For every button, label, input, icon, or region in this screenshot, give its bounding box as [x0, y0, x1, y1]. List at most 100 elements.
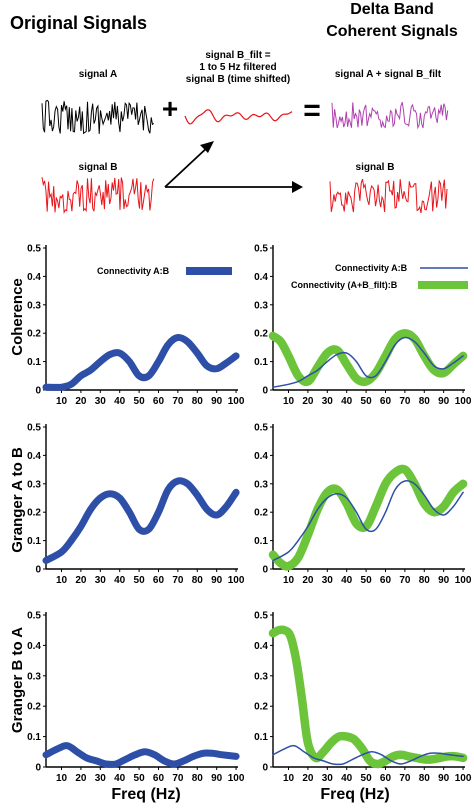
- y-tick-label: 0.1: [254, 357, 268, 368]
- x-tick-label: 70: [172, 396, 184, 407]
- equals-symbol: =: [303, 94, 321, 127]
- arrow-to-right-signal-b: [165, 181, 303, 193]
- x-tick-label: 10: [56, 773, 68, 784]
- signal-a-label: signal A: [79, 69, 118, 80]
- panel-granger-ba-right: 0 0.1 0.2 0.3 0.4 0.5 10 20 30 40 50 60 70 80 90 100: [254, 611, 472, 785]
- right-signal-b-trace: [329, 178, 448, 214]
- x-tick-label: 50: [361, 575, 373, 586]
- plus-symbol: +: [162, 93, 178, 124]
- x-tick-label: 100: [228, 396, 245, 407]
- x-tick-label: 70: [399, 773, 411, 784]
- x-tick-label: 60: [380, 773, 392, 784]
- x-tick-label: 70: [399, 575, 411, 586]
- series-line-connectivity-sum: [268, 328, 468, 387]
- x-tick-label: 40: [341, 396, 353, 407]
- filtered-label-line3: signal B (time shifted): [186, 74, 290, 85]
- x-tick-label: 50: [361, 396, 373, 407]
- y-tick-label: 0.5: [254, 611, 268, 622]
- panels-group: 00.10.20.30.40.510 20 30 40 50 60 70 80 90 10000.…: [27, 244, 472, 785]
- x-tick-label: 20: [75, 773, 87, 784]
- y-tick-label: 0.3: [254, 479, 268, 490]
- x-tick-label: 80: [192, 396, 204, 407]
- signal-sum-trace: [331, 101, 449, 130]
- y-tick-label: 0.5: [254, 423, 268, 434]
- y-tick-label: 0: [262, 763, 268, 774]
- series-line-connectivity-ab: [272, 479, 464, 562]
- y-tick-label: 0.2: [27, 508, 41, 519]
- series-line-connectivity-sum: [268, 625, 468, 769]
- x-tick-label: 50: [134, 773, 146, 784]
- y-tick-label: 0.5: [254, 244, 268, 255]
- y-tick-label: 0.4: [254, 641, 268, 652]
- legend-right-thin-label: Connectivity A:B: [335, 263, 408, 273]
- y-tick-label: 0.3: [27, 671, 41, 682]
- x-tick-label: 100: [228, 575, 245, 586]
- x-tick-label: 80: [192, 575, 204, 586]
- y-tick-label: 0.1: [27, 536, 41, 547]
- x-tick-label: 80: [419, 575, 431, 586]
- row-label-granger-b-to-a: Granger B to A: [9, 627, 26, 733]
- y-tick-label: 0.4: [27, 272, 41, 283]
- y-tick-label: 0: [262, 565, 268, 576]
- signal-b-label: signal B: [79, 162, 118, 173]
- x-tick-label: 10: [283, 773, 295, 784]
- x-tick-label: 30: [95, 575, 107, 586]
- series-line-connectivity-ab: [42, 333, 240, 391]
- x-tick-label: 100: [455, 396, 472, 407]
- x-tick-label: 40: [114, 773, 126, 784]
- y-tick-label: 0.5: [27, 244, 41, 255]
- y-tick-label: 0.1: [27, 357, 41, 368]
- filtered-label-line2: 1 to 5 Hz filtered: [199, 62, 276, 73]
- x-tick-label: 40: [114, 396, 126, 407]
- y-tick-label: 0: [35, 386, 41, 397]
- x-tick-label: 30: [95, 773, 107, 784]
- x-tick-label: 100: [455, 575, 472, 586]
- panel-coherence-right: 0 0.1 0.2 0.3 0.4 0.5 10 20 30 40 50 60 70 80 90 100: [254, 244, 472, 408]
- right-signal-b-label: signal B: [356, 162, 395, 173]
- row-label-granger-a-to-b: Granger A to B: [9, 447, 26, 553]
- legend-left-label: Connectivity A:B: [97, 266, 170, 276]
- x-tick-label: 10: [56, 575, 68, 586]
- y-tick-label: 0.4: [254, 451, 268, 462]
- x-tick-label: 80: [192, 773, 204, 784]
- row-label-coherence: Coherence: [9, 278, 26, 356]
- series-line-connectivity-ab: [272, 336, 464, 388]
- panel-coherence-left: 0 0.1 0.2 0.3 0.4 0.5 10 20 30 40 50 60 70 80 90 100: [27, 244, 245, 408]
- y-tick-label: 0.2: [27, 329, 41, 340]
- panel-granger-ab-left: 0 0.1 0.2 0.3 0.4 0.5 10 20 30 40 50 60 70 80 90 100: [27, 423, 245, 587]
- x-tick-label: 90: [438, 773, 450, 784]
- legend-right-thick-label: Connectivity (A+B_filt):B: [291, 280, 398, 290]
- x-tick-label: 20: [302, 396, 314, 407]
- y-tick-label: 0.1: [27, 732, 41, 743]
- x-tick-label: 90: [211, 773, 223, 784]
- series-line-connectivity-ab: [42, 742, 240, 768]
- x-tick-label: 20: [75, 575, 87, 586]
- x-tick-label: 30: [95, 396, 107, 407]
- y-tick-label: 0.4: [254, 272, 268, 283]
- x-tick-label: 10: [56, 396, 68, 407]
- y-tick-label: 0: [262, 386, 268, 397]
- x-tick-label: 80: [419, 773, 431, 784]
- x-tick-label: 30: [322, 575, 334, 586]
- x-tick-label: 50: [134, 575, 146, 586]
- y-tick-label: 0.2: [254, 508, 268, 519]
- y-tick-label: 0.2: [254, 329, 268, 340]
- x-tick-label: 70: [399, 396, 411, 407]
- y-tick-label: 0.2: [254, 702, 268, 713]
- x-tick-label: 40: [341, 773, 353, 784]
- x-tick-label: 30: [322, 396, 334, 407]
- legend-left: Connectivity A:B: [97, 266, 232, 276]
- y-tick-label: 0.2: [27, 702, 41, 713]
- x-tick-label: 20: [302, 575, 314, 586]
- x-tick-label: 70: [172, 773, 184, 784]
- y-tick-label: 0: [35, 565, 41, 576]
- x-tick-label: 50: [361, 773, 373, 784]
- x-tick-label: 70: [172, 575, 184, 586]
- panel-granger-ab-right: 0 0.1 0.2 0.3 0.4 0.5 10 20 30 40 50 60 70 80 90 100: [254, 423, 472, 587]
- y-tick-label: 0.3: [254, 300, 268, 311]
- series-line-connectivity-ab: [272, 744, 464, 766]
- right-title-line1: Delta Band: [350, 1, 434, 18]
- x-tick-label: 10: [283, 396, 295, 407]
